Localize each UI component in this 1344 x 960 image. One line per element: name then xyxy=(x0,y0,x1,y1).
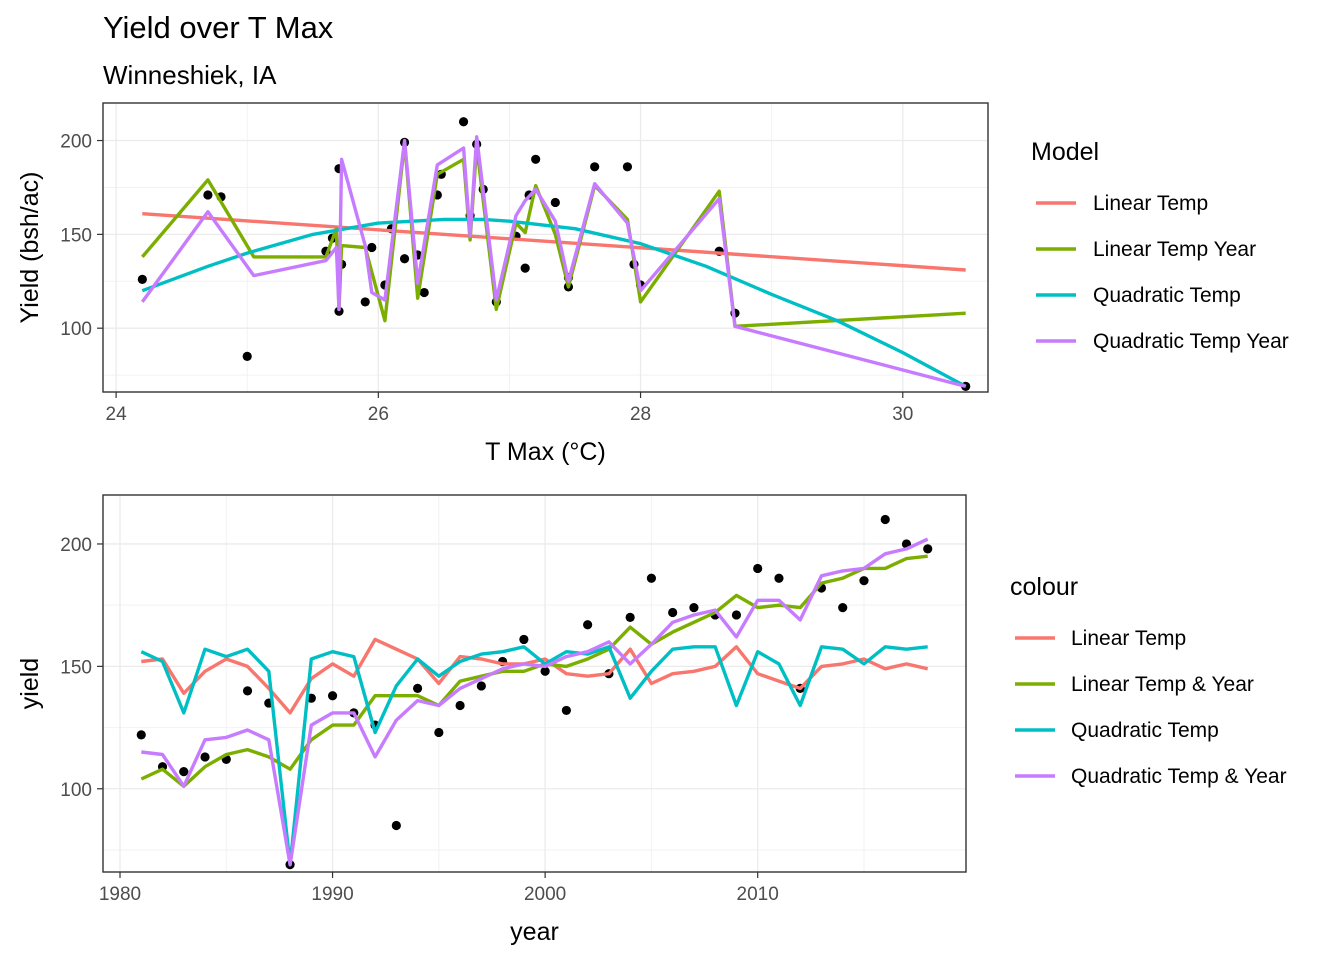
legend-label: Quadratic Temp Year xyxy=(1093,330,1289,353)
legend-label: Linear Temp Year xyxy=(1093,238,1256,261)
x-tick-label: 1990 xyxy=(311,884,353,905)
plot-border xyxy=(102,102,989,393)
data-point xyxy=(731,610,742,620)
chart-title: Yield over T Max xyxy=(103,10,334,45)
data-point xyxy=(391,820,401,831)
data-point xyxy=(625,612,635,623)
data-point xyxy=(859,576,869,586)
data-point xyxy=(476,681,486,691)
plot-border xyxy=(102,494,967,873)
data-point xyxy=(455,700,465,711)
data-point xyxy=(550,197,560,208)
data-point xyxy=(774,573,784,583)
x-tick-label: 24 xyxy=(106,404,128,425)
y-tick-label: 100 xyxy=(60,780,92,801)
legend-title: colour xyxy=(1010,573,1078,601)
data-point xyxy=(200,752,210,762)
x-tick-label: 30 xyxy=(892,404,913,425)
data-point xyxy=(367,242,377,253)
data-point xyxy=(531,154,541,164)
legend-label: Linear Temp xyxy=(1093,192,1208,215)
x-tick-label: 26 xyxy=(368,404,389,425)
data-point xyxy=(689,603,699,613)
chart-subtitle: Winneshiek, IA xyxy=(103,60,277,90)
data-point xyxy=(434,727,444,738)
x-tick-label: 1980 xyxy=(99,884,141,905)
chart-panel-2: 1980 1990 2000 2010 100 150 200 year yield colour… xyxy=(16,494,1287,946)
data-point xyxy=(458,117,469,127)
data-point xyxy=(520,263,530,273)
series-line-quadratic-temp xyxy=(141,217,967,388)
data-point xyxy=(838,603,848,613)
data-point xyxy=(242,686,253,696)
y-tick-label: 150 xyxy=(60,657,92,678)
legend-label: Quadratic Temp xyxy=(1093,284,1241,307)
data-point xyxy=(519,634,529,645)
data-point xyxy=(668,607,678,618)
data-point xyxy=(137,274,147,285)
data-point xyxy=(136,730,146,740)
legend-label: Quadratic Temp xyxy=(1071,719,1219,742)
data-point xyxy=(334,306,344,316)
legend-title: Model xyxy=(1031,138,1099,166)
data-point xyxy=(646,573,657,583)
chart-panel-1: 24 26 28 30 100 150 200 T Max (°C) Yield (bsh/ac… xyxy=(16,102,1289,466)
data-point xyxy=(412,683,423,693)
series-line-linear-temp xyxy=(142,212,966,272)
y-tick-label: 100 xyxy=(60,319,92,340)
data-point xyxy=(327,691,338,701)
y-axis-title: yield xyxy=(16,658,44,709)
plot-background xyxy=(103,495,966,872)
data-point xyxy=(242,351,252,361)
x-tick-label: 2010 xyxy=(737,884,779,905)
x-axis-title: year xyxy=(510,918,559,946)
y-tick-label: 200 xyxy=(60,535,92,556)
x-tick-label: 28 xyxy=(630,404,651,425)
plot-background xyxy=(103,103,988,392)
x-tick-label: 2000 xyxy=(524,884,566,905)
data-point xyxy=(923,544,933,554)
data-point xyxy=(590,162,600,172)
data-point xyxy=(753,563,763,574)
data-point xyxy=(622,162,633,172)
legend-label: Linear Temp & Year xyxy=(1071,673,1254,696)
y-axis-title: Yield (bsh/ac) xyxy=(16,172,44,324)
series-line-quadratic-temp-year xyxy=(141,537,929,867)
data-point xyxy=(399,254,410,264)
legend-label: Quadratic Temp & Year xyxy=(1071,765,1287,788)
legend-label: Linear Temp xyxy=(1071,627,1186,650)
series-line-quadratic-temp-year xyxy=(140,135,967,389)
data-point xyxy=(360,297,370,307)
data-point xyxy=(419,287,429,298)
data-point xyxy=(880,514,890,525)
legend: colour Linear Temp Linear Temp & Year Quadr… xyxy=(1010,573,1287,788)
y-tick-label: 200 xyxy=(60,132,92,153)
data-point xyxy=(583,620,593,630)
data-point xyxy=(540,666,550,676)
x-axis-title: T Max (°C) xyxy=(485,438,606,466)
series-line-quadratic-temp xyxy=(140,645,928,867)
data-point xyxy=(203,190,213,200)
data-point xyxy=(179,767,189,777)
data-point xyxy=(561,705,571,716)
legend: Model Linear Temp Linear Temp Year Quadrati… xyxy=(1031,138,1289,353)
y-tick-label: 150 xyxy=(60,225,92,246)
